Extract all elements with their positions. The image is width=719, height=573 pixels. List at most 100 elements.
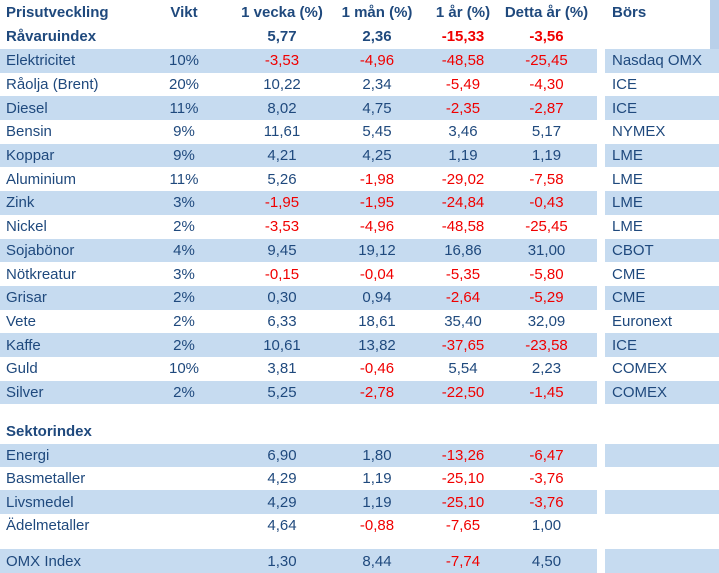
cell-n1-basmetaller[interactable]: 4,29 xyxy=(267,470,297,488)
cell-bors-elektricitet[interactable]: Nasdaq OMX xyxy=(605,49,719,73)
cell-bors-sektorindex[interactable] xyxy=(605,420,719,444)
cell-vikt-energi[interactable] xyxy=(140,444,228,467)
cell-name-r-varuindex[interactable]: Råvaruindex xyxy=(6,28,97,45)
cell-bors-delmetaller[interactable] xyxy=(605,514,719,537)
col-header-1-vecka[interactable]: 1 vecka (%) xyxy=(241,3,323,21)
cell-n1-nickel[interactable]: -3,53 xyxy=(264,218,300,236)
cell-n2-grisar[interactable]: 0,94 xyxy=(362,289,392,307)
cell-n3-diesel[interactable]: -2,35 xyxy=(445,99,481,117)
cell-n3-sojab-nor[interactable]: 16,86 xyxy=(444,241,482,259)
cell-name-basmetaller[interactable]: Basmetaller xyxy=(6,470,86,488)
cell-name-nickel[interactable]: Nickel xyxy=(6,218,47,236)
cell-name-diesel[interactable]: Diesel xyxy=(6,99,48,117)
cell-n3-elektricitet[interactable]: -48,58 xyxy=(441,52,485,70)
cell-n3-omx-index[interactable]: -7,74 xyxy=(445,552,481,570)
cell-n3-kaffe[interactable]: -37,65 xyxy=(441,336,485,354)
cell-n4-silver[interactable]: -1,45 xyxy=(529,383,564,401)
cell-n2-kaffe[interactable]: 13,82 xyxy=(358,336,396,354)
cell-n2-basmetaller[interactable]: 1,19 xyxy=(362,470,392,488)
cell-name-kaffe[interactable]: Kaffe xyxy=(6,336,41,354)
cell-n1-sektorindex[interactable] xyxy=(228,420,336,444)
cell-n1-sojab-nor[interactable]: 9,45 xyxy=(267,241,297,259)
cell-n2-sektorindex[interactable] xyxy=(336,420,418,444)
cell-n2-bensin[interactable]: 5,45 xyxy=(362,123,392,141)
cell-name-n-tkreatur[interactable]: Nötkreatur xyxy=(6,265,77,283)
cell-name-delmetaller[interactable]: Ädelmetaller xyxy=(6,516,90,534)
cell-n1-kaffe[interactable]: 10,61 xyxy=(263,336,301,354)
cell-bors-kaffe[interactable]: ICE xyxy=(605,333,719,357)
cell-n4-delmetaller[interactable]: 1,00 xyxy=(531,516,562,534)
cell-bors-omx-index[interactable] xyxy=(605,549,719,573)
cell-n2-elektricitet[interactable]: -4,96 xyxy=(359,52,395,70)
cell-n1-koppar[interactable]: 4,21 xyxy=(267,147,297,165)
cell-bors-zink[interactable]: LME xyxy=(605,191,719,215)
cell-n1-elektricitet[interactable]: -3,53 xyxy=(264,52,300,70)
cell-n4-sektorindex[interactable] xyxy=(508,420,597,444)
cell-n4-n-tkreatur[interactable]: -5,80 xyxy=(529,265,564,283)
cell-n4-livsmedel[interactable]: -3,76 xyxy=(529,493,564,511)
cell-vikt-bensin[interactable]: 9% xyxy=(173,123,195,141)
cell-n1-r-varuindex[interactable]: 5,77 xyxy=(267,28,297,45)
cell-n4-grisar[interactable]: -5,29 xyxy=(529,289,564,307)
cell-n4-omx-index[interactable]: 4,50 xyxy=(531,552,562,570)
cell-n3-n-tkreatur[interactable]: -5,35 xyxy=(445,265,481,283)
cell-bors-basmetaller[interactable] xyxy=(605,467,719,490)
cell-name-guld[interactable]: Guld xyxy=(6,360,38,378)
cell-n2-diesel[interactable]: 4,75 xyxy=(362,99,392,117)
cell-n3-r-varuindex[interactable]: -15,33 xyxy=(441,28,485,45)
cell-name-bensin[interactable]: Bensin xyxy=(6,123,52,141)
cell-name-koppar[interactable]: Koppar xyxy=(6,147,55,165)
cell-n1-delmetaller[interactable]: 4,64 xyxy=(267,516,297,534)
cell-name-grisar[interactable]: Grisar xyxy=(6,289,47,307)
cell-n3-delmetaller[interactable]: -7,65 xyxy=(445,516,481,534)
cell-vikt-koppar[interactable]: 9% xyxy=(173,147,195,165)
col-header-detta-ar[interactable]: Detta år (%) xyxy=(504,3,589,21)
cell-name-livsmedel[interactable]: Livsmedel xyxy=(6,493,74,511)
cell-name-omx-index[interactable]: OMX Index xyxy=(6,552,82,570)
cell-name-silver[interactable]: Silver xyxy=(6,383,44,401)
cell-vikt-omx-index[interactable] xyxy=(140,549,228,573)
cell-n1-diesel[interactable]: 8,02 xyxy=(267,99,297,117)
cell-bors-guld[interactable]: COMEX xyxy=(612,360,668,378)
cell-n4-zink[interactable]: -0,43 xyxy=(529,194,564,212)
scrollbar-fragment[interactable] xyxy=(710,0,719,49)
cell-n4-basmetaller[interactable]: -3,76 xyxy=(529,470,564,488)
col-header-bors[interactable]: Börs xyxy=(612,3,647,21)
cell-n3-grisar[interactable]: -2,64 xyxy=(445,289,481,307)
cell-n3-silver[interactable]: -22,50 xyxy=(441,383,485,401)
cell-n1-zink[interactable]: -1,95 xyxy=(264,194,300,212)
cell-name-energi[interactable]: Energi xyxy=(6,446,50,464)
cell-vikt-r-olja-brent[interactable]: 20% xyxy=(168,76,200,94)
cell-n4-diesel[interactable]: -2,87 xyxy=(529,99,564,117)
cell-vikt-diesel[interactable]: 11% xyxy=(169,99,199,117)
cell-n1-guld[interactable]: 3,81 xyxy=(267,360,297,378)
cell-vikt-aluminium[interactable]: 11% xyxy=(169,170,199,188)
cell-vikt-delmetaller[interactable] xyxy=(140,514,228,537)
cell-vikt-elektricitet[interactable]: 10% xyxy=(168,52,200,70)
cell-n2-aluminium[interactable]: -1,98 xyxy=(359,170,395,188)
cell-vikt-zink[interactable]: 3% xyxy=(173,194,195,212)
cell-bors-aluminium[interactable]: LME xyxy=(612,170,643,188)
cell-vikt-vete[interactable]: 2% xyxy=(173,312,195,330)
cell-n4-sojab-nor[interactable]: 31,00 xyxy=(527,241,566,259)
cell-n2-delmetaller[interactable]: -0,88 xyxy=(359,516,395,534)
cell-n1-bensin[interactable]: 11,61 xyxy=(263,123,301,141)
cell-vikt-kaffe[interactable]: 2% xyxy=(173,336,195,354)
cell-n4-r-varuindex[interactable]: -3,56 xyxy=(529,28,564,45)
cell-n2-sojab-nor[interactable]: 19,12 xyxy=(358,241,396,259)
col-header-1-man[interactable]: 1 mån (%) xyxy=(341,3,413,21)
cell-n4-kaffe[interactable]: -23,58 xyxy=(525,336,568,354)
cell-n4-nickel[interactable]: -25,45 xyxy=(525,218,568,236)
cell-bors-n-tkreatur[interactable]: CME xyxy=(612,265,646,283)
cell-bors-diesel[interactable]: ICE xyxy=(605,96,719,121)
cell-n4-vete[interactable]: 32,09 xyxy=(527,312,566,330)
cell-name-r-olja-brent[interactable]: Råolja (Brent) xyxy=(6,76,99,94)
cell-n2-silver[interactable]: -2,78 xyxy=(359,383,395,401)
cell-vikt-basmetaller[interactable] xyxy=(140,467,228,490)
cell-bors-grisar[interactable]: CME xyxy=(605,285,719,310)
cell-name-aluminium[interactable]: Aluminium xyxy=(6,170,77,188)
cell-vikt-r-varuindex[interactable] xyxy=(140,24,228,49)
cell-n4-guld[interactable]: 2,23 xyxy=(531,360,562,378)
col-header-1-ar[interactable]: 1 år (%) xyxy=(435,3,491,21)
cell-n3-aluminium[interactable]: -29,02 xyxy=(441,170,485,188)
